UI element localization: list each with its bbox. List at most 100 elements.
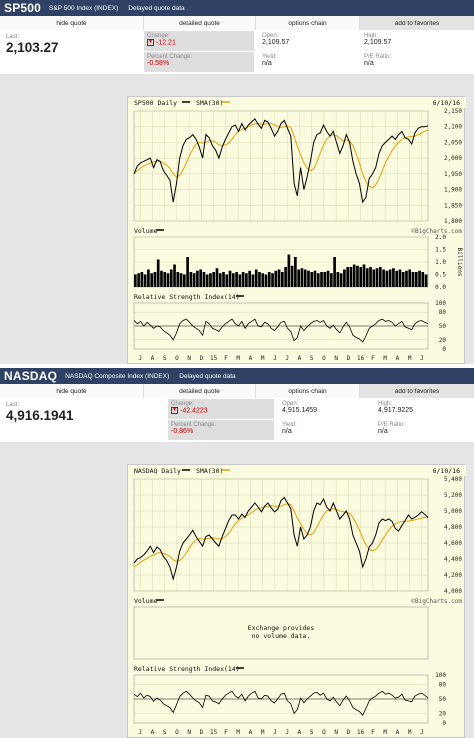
- price-chart[interactable]: NASDAQ Daily SMA(30) 6/10/16 5,400 5,200 5,00…: [127, 464, 466, 738]
- rsi-tick-label: 20: [439, 710, 447, 717]
- x-tick-label: M: [236, 355, 240, 362]
- chart-header: [128, 465, 466, 476]
- price-tick-label: 1,900: [444, 187, 462, 194]
- x-tick-label: S: [163, 729, 167, 736]
- rsi-tick-label: 80: [439, 309, 447, 316]
- volume-bar: [147, 269, 150, 287]
- x-tick-label: M: [261, 729, 265, 736]
- pe-value: n/a: [364, 60, 374, 67]
- rsi-label: Relative Strength Index(14): [134, 293, 240, 301]
- volume-bar: [303, 269, 307, 287]
- volume-bar: [215, 268, 219, 287]
- volume-bar: [339, 273, 343, 287]
- symbol-label: NASDAQ: [4, 369, 58, 383]
- volume-tick-label: 0.0: [435, 284, 446, 291]
- x-tick-label: M: [408, 355, 412, 362]
- volume-bar: [395, 270, 398, 287]
- legend-label-sma: SMA(30): [196, 467, 223, 475]
- x-tick-label: O: [175, 729, 179, 736]
- high-label: High:: [364, 33, 379, 39]
- hide-quote-tab[interactable]: hide quote: [0, 16, 144, 30]
- volume-bar: [264, 274, 268, 287]
- volume-bar: [300, 268, 304, 287]
- open-label: Open:: [262, 33, 279, 39]
- price-tick-label: 2,050: [444, 139, 462, 146]
- hide-quote-tab[interactable]: hide quote: [0, 384, 144, 398]
- volume-bar: [401, 272, 405, 287]
- price-tick-label: 2,150: [444, 108, 462, 115]
- rsi-tick-label: 50: [439, 696, 447, 703]
- volume-bar: [405, 270, 408, 287]
- volume-bar: [369, 267, 372, 287]
- price-tick-label: 1,850: [444, 202, 462, 209]
- percent-change-cell: Percent Change: -0.58%: [144, 52, 254, 72]
- chart-header: [128, 97, 466, 108]
- yield-label: Yield:: [282, 422, 297, 428]
- chart-date: 6/10/16: [433, 99, 460, 107]
- volume-tick-label: 1.5: [435, 247, 446, 254]
- x-tick-label: J: [138, 355, 142, 362]
- volume-bar: [150, 273, 153, 287]
- pe-cell: P/E Ratio: n/a: [378, 422, 405, 435]
- options-chain-tab[interactable]: options chain: [256, 384, 360, 398]
- detailed-quote-tab[interactable]: detailed quote: [144, 384, 256, 398]
- quote-title-bar: NASDAQ NASDAQ Composite Index (INDEX) De…: [0, 368, 474, 384]
- quote-data-row: Last: 4,916.1941 Change: ▼ -42.4223 Perce…: [0, 398, 474, 442]
- volume-bar: [388, 269, 392, 287]
- volume-bar: [274, 270, 278, 287]
- percent-change-cell: Percent Change: -0.86%: [168, 420, 274, 440]
- price-tick-label: 5,400: [444, 476, 462, 483]
- volume-bar: [225, 274, 229, 287]
- last-label: Last:: [6, 34, 20, 40]
- price-line: [133, 496, 429, 581]
- volume-bar: [336, 272, 340, 287]
- x-tick-label: F: [224, 355, 228, 362]
- percent-change-label: Percent Change:: [147, 54, 193, 60]
- volume-bar: [143, 274, 147, 287]
- last-label: Last:: [6, 402, 20, 408]
- open-value: 2,109.57: [262, 39, 290, 46]
- volume-bar: [156, 259, 160, 287]
- x-tick-label: 16: [357, 355, 365, 362]
- volume-bar: [365, 268, 369, 287]
- quote-panel-sp500: SP500 S&P 500 Index (INDEX) Delayed quot…: [0, 0, 474, 364]
- price-plot-area: [133, 478, 429, 592]
- chart-title: NASDAQ Daily: [134, 467, 181, 475]
- x-tick-label: J: [273, 729, 277, 736]
- volume-bar: [284, 267, 287, 287]
- volume-bar: [310, 272, 314, 287]
- percent-change-value: -0.86%: [171, 428, 194, 435]
- x-tick-label: D: [200, 729, 204, 736]
- add-to-favorites-tab[interactable]: add to favorites: [360, 384, 474, 398]
- volume-bar: [287, 254, 291, 287]
- volume-bar: [421, 272, 425, 287]
- price-tick-label: 5,200: [444, 492, 462, 499]
- volume-bar: [202, 272, 206, 287]
- x-tick-label: A: [298, 355, 302, 362]
- sma-line: [133, 503, 429, 568]
- add-to-favorites-tab[interactable]: add to favorites: [360, 16, 474, 30]
- rsi-label: Relative Strength Index(14): [134, 665, 240, 673]
- x-tick-label: A: [151, 729, 155, 736]
- options-chain-tab[interactable]: options chain: [256, 16, 360, 30]
- open-cell: Open: 2,109.57: [262, 33, 289, 46]
- watermark: ©BigCharts.com: [411, 228, 462, 235]
- volume-bar: [418, 270, 421, 287]
- volume-bar: [241, 272, 245, 287]
- volume-label: Volume: [134, 597, 158, 605]
- x-tick-label: M: [408, 729, 412, 736]
- volume-bar: [176, 272, 180, 287]
- volume-bar: [235, 272, 238, 287]
- volume-notice: Exchange provides: [248, 624, 315, 632]
- volume-bar: [375, 268, 379, 287]
- detailed-quote-tab[interactable]: detailed quote: [144, 16, 256, 30]
- volume-notice: no volume data.: [252, 632, 311, 640]
- volume-bar: [254, 269, 258, 287]
- volume-bar: [379, 267, 382, 287]
- quote-tabs: hide quote detailed quote options chain …: [0, 384, 474, 398]
- price-chart[interactable]: SP500 Daily SMA(30) 6/10/16 2,150 2,100 2,050…: [127, 96, 466, 364]
- volume-bar: [238, 274, 242, 287]
- x-tick-label: N: [334, 355, 338, 362]
- volume-label: Volume: [134, 227, 158, 235]
- volume-bar: [320, 272, 323, 287]
